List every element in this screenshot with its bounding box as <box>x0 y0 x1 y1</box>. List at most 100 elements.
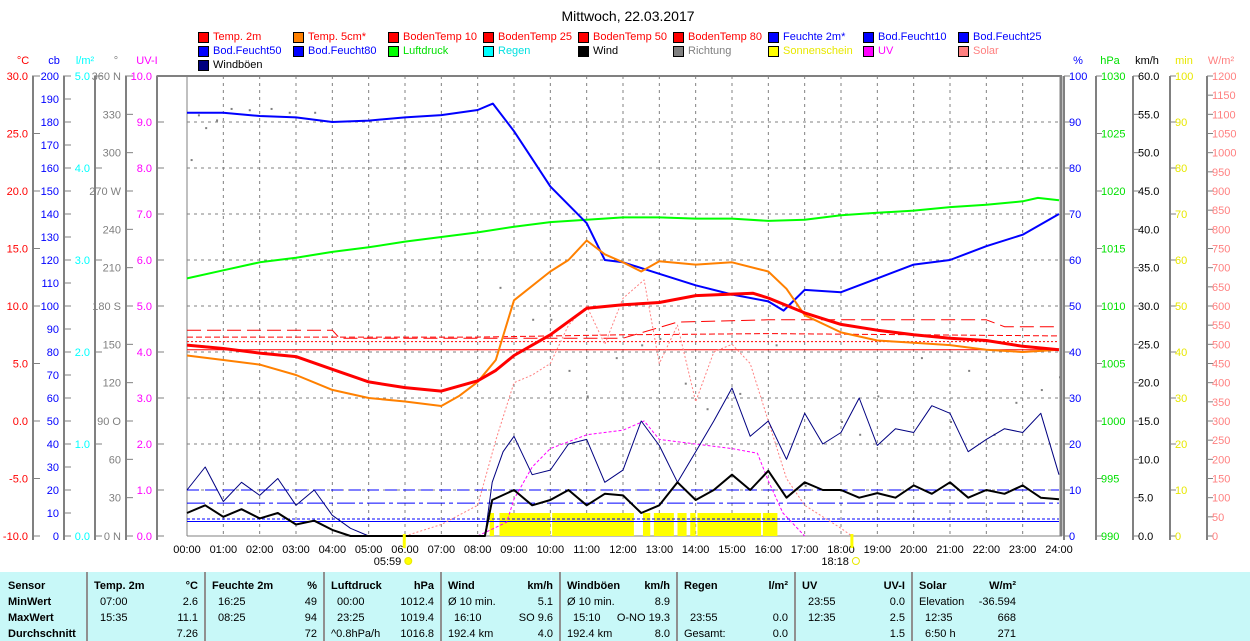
direction-dot <box>1059 376 1061 379</box>
axis-tick-label-solar: 350 <box>1212 397 1230 409</box>
axis-tick-label-temp: 10.0 <box>7 301 28 313</box>
axis-tick-label-uv: 9.0 <box>137 117 152 129</box>
direction-dot <box>288 111 291 114</box>
axis-tick-label-press: 1015 <box>1101 244 1125 256</box>
stats-header: Luftdruck <box>331 580 382 592</box>
stats-time: ^0.8hPa/h <box>331 628 381 640</box>
legend-label: BodenTemp 80 <box>688 31 762 43</box>
legend-label: Sonnenschein <box>783 45 853 57</box>
axis-tick-label-wind: 35.0 <box>1138 263 1159 275</box>
legend-item: Richtung <box>673 45 731 57</box>
stats-table: Sensor MinWert MaxWert Durchschnitt Temp… <box>0 572 1250 641</box>
axis-tick-label-dir: 30 <box>109 493 121 505</box>
stats-unit: UV-I <box>883 580 905 592</box>
stats-header: Temp. 2m <box>94 580 145 592</box>
x-tick-label: 05:00 <box>355 544 383 556</box>
stats-time: Gesamt: <box>684 628 726 640</box>
axis-tick-label-solar: 400 <box>1212 378 1230 390</box>
series-bodentemp-25 <box>187 333 1060 338</box>
plot-series <box>186 102 1061 537</box>
legend-label: BodenTemp 10 <box>403 31 477 43</box>
axis-tick-label-solar: 1100 <box>1212 109 1236 121</box>
direction-dot <box>920 357 923 360</box>
legend-item: BodenTemp 10 <box>388 31 477 43</box>
x-tick-label: 06:00 <box>391 544 419 556</box>
series-solar <box>404 279 853 537</box>
axis-tick-label-cb: 20 <box>47 485 59 497</box>
axis-tick-label-solar: 850 <box>1212 205 1230 217</box>
stats-value: 668 <box>997 612 1016 624</box>
stats-time: Elevation <box>919 596 965 608</box>
stats-column: Windböen km/h Ø 10 min. 8.9 15:10 O-NO 19.3 19… <box>561 572 678 641</box>
axis-tick-label-dir: 150 <box>103 339 121 351</box>
axis-tick-label-solar: 600 <box>1212 301 1230 313</box>
legend-label: Windböen <box>213 59 263 71</box>
legend-label: BodenTemp 25 <box>498 31 572 43</box>
axis-tick-label-press: 990 <box>1101 531 1119 543</box>
x-tick-label: 10:00 <box>537 544 565 556</box>
axis-tick-label-cb: 200 <box>41 71 59 83</box>
axis-unit-solar: W/m² <box>1208 55 1235 67</box>
legend-swatch <box>863 31 874 43</box>
direction-dot <box>499 286 502 289</box>
legend-swatch <box>388 45 399 57</box>
legend-item: BodenTemp 80 <box>673 31 762 43</box>
axis-tick-label-sun: 60 <box>1175 255 1187 267</box>
axis-tick-label-solar: 1050 <box>1212 129 1236 141</box>
stats-time: 08:25 <box>218 612 246 624</box>
sunshine-bar <box>762 513 778 536</box>
axis-tick-label-hum: 50 <box>1069 301 1081 313</box>
direction-dot <box>1040 389 1043 392</box>
axis-unit-dir: ° <box>114 55 118 67</box>
axis-tick-label-solar: 950 <box>1212 167 1230 179</box>
direction-dot <box>950 421 952 423</box>
axis-tick-label-cb: 40 <box>47 439 59 451</box>
axis-tick-label-solar: 200 <box>1212 454 1230 466</box>
x-tick-label: 23:00 <box>1009 544 1037 556</box>
stats-value: -36.594 <box>978 596 1016 608</box>
legend-swatch <box>673 31 684 43</box>
sunshine-bar <box>677 513 687 536</box>
stats-time: 16:25 <box>218 596 246 608</box>
axis-tick-label-cb: 170 <box>41 140 59 152</box>
direction-dot <box>1015 401 1018 404</box>
axis-tick-label-solar: 800 <box>1212 224 1230 236</box>
axis-tick-label-cb: 80 <box>47 347 59 359</box>
axis-tick-label-wind: 0.0 <box>1138 531 1153 543</box>
axis-tick-label-dir: 210 <box>103 263 121 275</box>
legend-swatch <box>198 59 209 71</box>
x-tick-label: 19:00 <box>864 544 892 556</box>
legend-item: Luftdruck <box>388 45 448 57</box>
axis-tick-label-uv: 7.0 <box>137 209 152 221</box>
direction-dot <box>615 357 618 360</box>
row-label-min: MinWert <box>8 596 52 608</box>
axis-tick-label-dir: 90 O <box>97 416 121 428</box>
axis-tick-label-solar: 700 <box>1212 263 1230 275</box>
axes: °C 30.0 25.0 20.0 15.0 10.0 5.0 0.0 -5.0 -10.0 cb 2… <box>3 55 1237 543</box>
axis-tick-label-dir: 240 <box>103 224 121 236</box>
axis-tick-label-press: 995 <box>1101 474 1119 486</box>
stats-time: 23:25 <box>337 612 365 624</box>
axis-tick-label-solar: 1200 <box>1212 71 1236 83</box>
stats-unit: km/h <box>527 580 553 592</box>
stats-time: 23:55 <box>808 596 836 608</box>
legend-swatch <box>198 45 209 57</box>
sunshine-bar <box>697 513 762 536</box>
axis-tick-label-uv: 3.0 <box>137 393 152 405</box>
legend-item: Bod.Feucht25 <box>958 31 1042 43</box>
axis-tick-label-dir: 330 <box>103 109 121 121</box>
axis-tick-label-hum: 0 <box>1069 531 1075 543</box>
legend-item: Bod.Feucht10 <box>863 31 947 43</box>
stats-value: 49 <box>304 596 317 608</box>
axis-tick-label-uv: 0.0 <box>137 531 152 543</box>
axis-tick-label-solar: 900 <box>1212 186 1230 198</box>
axis-tick-label-cb: 140 <box>41 209 59 221</box>
legend-item: Wind <box>578 45 618 57</box>
legend-item: Regen <box>483 45 530 57</box>
stats-value: 4.0 <box>537 628 553 640</box>
legend-label: Bod.Feucht25 <box>973 31 1042 43</box>
legend-label: Wind <box>593 45 619 57</box>
axis-tick-label-cb: 150 <box>41 186 59 198</box>
stats-unit: hPa <box>413 580 434 592</box>
stats-value: 271 <box>997 628 1016 640</box>
